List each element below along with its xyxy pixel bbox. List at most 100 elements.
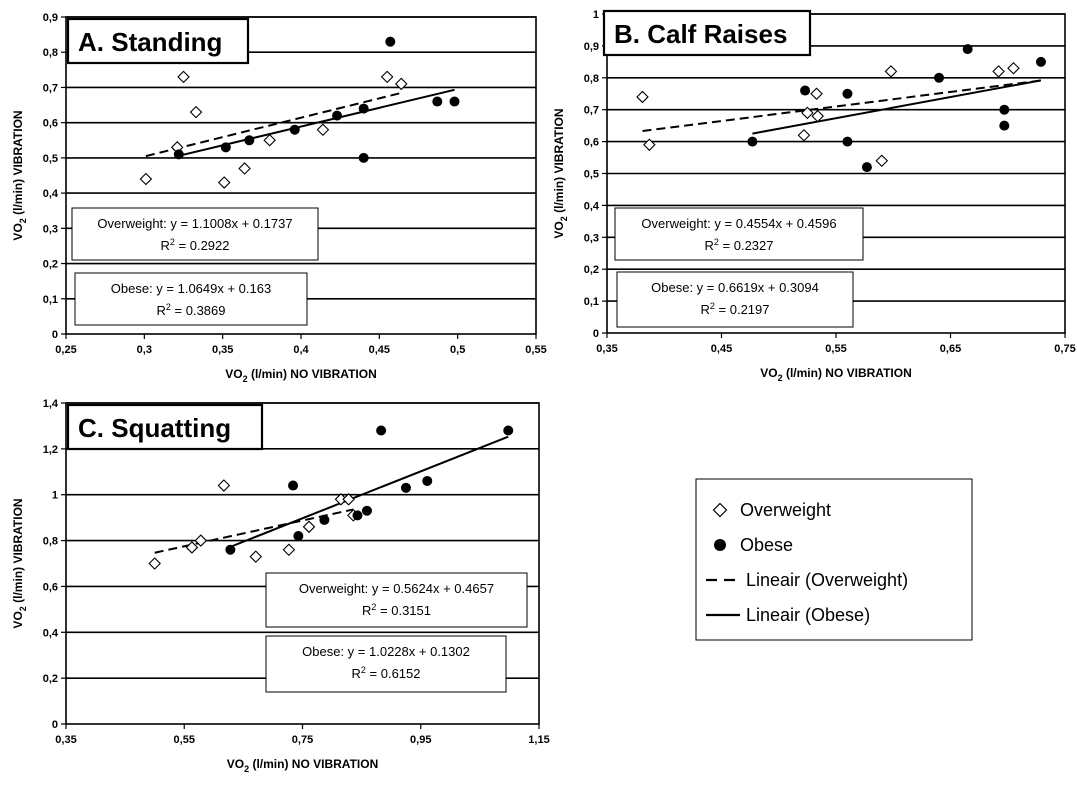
- x-tick-label: 0,4: [293, 344, 309, 356]
- x-axis-label: VO2 (l/min) NO VIBRATION: [760, 366, 911, 383]
- equation-frame: [74, 272, 308, 326]
- chart-panel-3: 0 0,2 0,4 0,6 0,8 1 1,2 1,4 0,35 0,55 0,75 0,95 1,15…: [11, 398, 550, 774]
- point-obese: [503, 425, 514, 436]
- legend-diamond-icon: [712, 502, 728, 518]
- point-overweight: [148, 557, 161, 570]
- point-obese: [842, 136, 853, 147]
- point-overweight: [139, 172, 153, 186]
- y-tick-label: 0,5: [584, 169, 599, 181]
- y-tick-label: 0,9: [43, 12, 58, 24]
- point-obese: [220, 142, 231, 153]
- r-squared-text: R2 = 0.2197: [701, 301, 770, 317]
- y-tick-label: 0,4: [584, 200, 600, 212]
- y-tick-label: 1: [593, 9, 599, 21]
- panel-title: A. Standing: [78, 27, 222, 57]
- point-overweight: [884, 65, 898, 78]
- point-overweight: [1007, 61, 1020, 75]
- y-tick-label: 0: [52, 719, 58, 731]
- x-tick-label: 0,5: [450, 344, 465, 356]
- point-obese: [332, 110, 343, 121]
- y-tick-label: 0,6: [584, 137, 599, 149]
- y-tick-label: 1: [52, 490, 58, 502]
- r-squared-text: R2 = 0.2922: [161, 237, 230, 253]
- equation-text: Overweight: y = 1.1008x + 0.1737: [97, 216, 292, 231]
- point-obese: [800, 85, 811, 96]
- point-overweight: [380, 70, 394, 84]
- point-obese: [385, 36, 396, 47]
- y-tick-label: 0,9: [584, 41, 599, 53]
- equation-box: Overweight: y = 1.1008x + 0.1737 R2 = 0.2…: [71, 207, 319, 261]
- y-tick-label: 0,1: [43, 294, 58, 306]
- chart-panel-2: 0 0,1 0,2 0,3 0,4 0,5 0,6 0,7 0,8 0,9 1 0,35 0,45 0,5…: [552, 9, 1076, 383]
- r-squared-text: R2 = 0.3869: [157, 302, 226, 318]
- chart-panel-1: 0 0,1 0,2 0,3 0,4 0,5 0,6 0,7 0,8 0,9 0,25 0,3 0,35 0…: [11, 12, 547, 384]
- point-obese: [861, 162, 872, 173]
- y-tick-label: 0,1: [584, 296, 599, 308]
- point-overweight: [316, 123, 330, 136]
- x-tick-label: 0,95: [410, 734, 431, 746]
- point-overweight: [810, 87, 823, 101]
- point-overweight: [217, 176, 231, 189]
- point-overweight: [177, 70, 190, 84]
- trendline-overweight: [145, 91, 402, 158]
- x-tick-label: 0,35: [212, 344, 233, 356]
- plot-frame: [65, 402, 540, 725]
- point-obese: [361, 505, 372, 516]
- point-overweight: [217, 479, 231, 492]
- plot-frame: [65, 16, 537, 335]
- point-overweight: [811, 109, 824, 123]
- equation-text: Overweight: y = 0.5624x + 0.4657: [299, 581, 494, 596]
- x-tick-label: 0,35: [55, 734, 76, 746]
- point-obese: [225, 544, 236, 555]
- x-tick-label: 0,45: [369, 344, 390, 356]
- point-obese: [173, 149, 184, 160]
- y-axis-label: VO2 (l/min) VIBRATION: [11, 498, 28, 628]
- y-tick-label: 0,7: [43, 82, 58, 94]
- panel-title: C. Squatting: [78, 413, 231, 443]
- x-axis-label: VO2 (l/min) NO VIBRATION: [227, 757, 378, 774]
- trendline-overweight: [642, 79, 1042, 133]
- y-tick-label: 0,3: [584, 232, 599, 244]
- trendline-obese: [229, 435, 509, 548]
- x-tick-label: 0,25: [55, 344, 76, 356]
- point-overweight: [238, 162, 251, 175]
- r-squared-text: R2 = 0.6152: [352, 665, 421, 681]
- panel-title-box: [66, 403, 264, 451]
- equation-box: Obese: y = 1.0228x + 0.1302 R2 = 0.6152: [265, 635, 507, 693]
- point-overweight: [302, 520, 316, 534]
- equation-frame: [265, 635, 507, 693]
- point-obese: [1035, 56, 1046, 67]
- r-squared-text: R2 = 0.3151: [362, 602, 431, 618]
- legend-label: Lineair (Overweight): [746, 570, 908, 590]
- panel-title: B. Calf Raises: [614, 19, 787, 49]
- plot-frame: [606, 13, 1066, 334]
- point-overweight: [189, 105, 203, 119]
- x-tick-label: 0,3: [137, 344, 152, 356]
- point-obese: [293, 530, 304, 541]
- legend-label: Lineair (Obese): [746, 605, 870, 625]
- point-overweight: [797, 128, 811, 142]
- x-tick-label: 0,75: [1054, 343, 1075, 355]
- point-overweight: [875, 154, 889, 168]
- equation-box: Overweight: y = 0.5624x + 0.4657 R2 = 0.3…: [265, 572, 528, 628]
- y-tick-label: 0,4: [43, 627, 59, 639]
- point-overweight: [394, 77, 408, 91]
- y-tick-label: 0,6: [43, 118, 58, 130]
- point-overweight: [185, 541, 199, 554]
- point-obese: [449, 96, 460, 107]
- equation-box: Obese: y = 1.0649x + 0.163 R2 = 0.3869: [74, 272, 308, 326]
- y-tick-label: 0,2: [584, 264, 599, 276]
- point-obese: [400, 482, 411, 493]
- x-tick-label: 0,35: [596, 343, 617, 355]
- panel-title-box: [602, 9, 812, 57]
- y-axis-label: VO2 (l/min) VIBRATION: [552, 108, 569, 238]
- panel-title-box: [66, 17, 250, 65]
- x-tick-label: 0,45: [711, 343, 732, 355]
- equation-frame: [71, 207, 319, 261]
- point-obese: [319, 514, 330, 525]
- point-obese: [376, 425, 387, 436]
- equation-text: Overweight: y = 0.4554x + 0.4596: [641, 216, 836, 231]
- point-overweight: [992, 65, 1005, 78]
- point-obese: [352, 510, 363, 521]
